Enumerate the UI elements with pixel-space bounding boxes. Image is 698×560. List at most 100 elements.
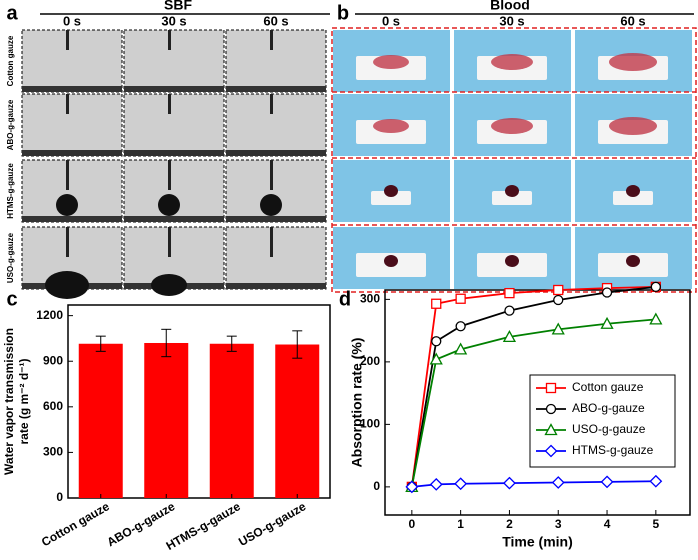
panel-title: SBF <box>164 0 192 13</box>
data-point <box>504 287 515 299</box>
gauze <box>613 191 653 205</box>
photo <box>21 29 123 93</box>
row-label: HTMS-g-gauze <box>6 163 15 219</box>
panel-label: c <box>6 288 17 310</box>
surface <box>226 216 326 222</box>
data-point <box>551 476 565 489</box>
time-label: 60 s <box>620 13 645 28</box>
blood <box>626 255 640 267</box>
blood <box>384 185 398 197</box>
data-point <box>454 342 468 355</box>
y-axis-label: rate (g m⁻² d⁻¹) <box>17 358 31 444</box>
droplet <box>260 194 282 216</box>
x-tick-label: 4 <box>604 517 611 531</box>
data-point <box>649 474 663 488</box>
time-label: 30 s <box>499 13 524 28</box>
plot-frame <box>67 304 331 499</box>
legend-label: USO-g-gauze <box>572 422 646 436</box>
surface <box>226 283 326 289</box>
row-label: Cotton gauze <box>6 35 15 86</box>
time-label: 0 s <box>63 13 81 28</box>
blood <box>505 255 519 267</box>
blood <box>609 117 657 135</box>
photo <box>123 93 225 157</box>
y-tick-label: 200 <box>360 354 380 368</box>
photo <box>225 93 327 157</box>
blood <box>373 119 409 133</box>
needle <box>66 227 69 257</box>
bar <box>275 344 320 498</box>
needle <box>168 160 171 190</box>
y-axis-label: Absorption rate (%) <box>349 338 365 468</box>
needle <box>270 160 273 190</box>
bar <box>78 343 123 498</box>
x-tick-label: Cotton gauze <box>39 499 112 549</box>
photo <box>225 226 327 290</box>
blood <box>491 54 533 70</box>
blood <box>373 55 409 69</box>
data-point <box>503 476 516 490</box>
blood <box>384 255 398 267</box>
y-tick-label: 300 <box>360 292 380 306</box>
data-point <box>429 352 443 365</box>
data-point <box>601 287 613 298</box>
blood <box>491 118 533 134</box>
x-tick-label: 5 <box>652 517 659 531</box>
panel-label: a <box>6 2 18 24</box>
time-label: 0 s <box>382 13 400 28</box>
y-tick-label: 300 <box>43 445 63 459</box>
data-point <box>553 294 564 306</box>
needle <box>168 94 171 114</box>
data-point <box>504 305 515 316</box>
row-label: ABO-g-gauze <box>6 99 15 150</box>
data-point <box>431 336 442 347</box>
y-tick-label: 1200 <box>36 308 63 322</box>
gauze <box>371 191 411 205</box>
y-tick-label: 100 <box>360 417 380 431</box>
legend-marker <box>545 403 557 415</box>
surface <box>22 216 122 222</box>
time-label: 30 s <box>161 13 186 28</box>
bar <box>144 342 189 498</box>
y-tick-label: 0 <box>56 490 63 504</box>
data-point <box>551 322 565 335</box>
surface <box>124 86 224 92</box>
x-axis-label: Time (min) <box>502 534 573 550</box>
needle <box>270 94 273 114</box>
surface <box>22 150 122 156</box>
data-point <box>600 475 614 489</box>
data-point <box>455 321 466 332</box>
droplet <box>45 271 89 299</box>
needle <box>66 160 69 190</box>
photo <box>21 93 123 157</box>
time-label: 60 s <box>263 13 288 28</box>
x-tick-label: 2 <box>506 517 513 531</box>
gauze <box>492 191 532 205</box>
data-point <box>553 284 564 296</box>
needle <box>270 30 273 50</box>
bar <box>209 343 254 498</box>
x-tick-label: USO-g-gauze <box>236 499 309 549</box>
needle <box>168 30 171 50</box>
surface <box>124 216 224 222</box>
needle <box>168 227 171 257</box>
panel-label: b <box>337 2 349 24</box>
panel-title: Blood <box>490 0 530 13</box>
legend-label: ABO-g-gauze <box>572 401 645 415</box>
needle <box>66 30 69 50</box>
y-tick-label: 900 <box>43 353 63 367</box>
photo <box>225 29 327 93</box>
surface <box>226 86 326 92</box>
data-point <box>455 293 466 304</box>
droplet <box>151 274 187 296</box>
x-tick-label: HTMS-g-gauze <box>164 499 243 553</box>
legend-label: Cotton gauze <box>572 380 644 394</box>
y-tick-label: 0 <box>373 479 380 493</box>
blood <box>626 185 640 197</box>
photo <box>123 29 225 93</box>
data-point <box>502 330 517 343</box>
panel-label: d <box>339 288 351 310</box>
y-tick-label: 600 <box>43 399 63 413</box>
needle <box>66 94 69 114</box>
